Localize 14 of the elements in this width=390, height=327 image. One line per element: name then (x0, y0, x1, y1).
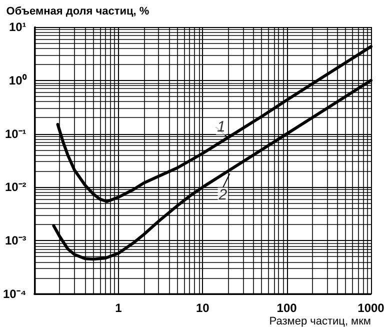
y-tick-label: 10⁻² (4, 180, 26, 194)
y-tick-label: 10⁻³ (4, 234, 26, 248)
annotation: 1 (216, 118, 226, 136)
y-tick-label: 10⁻¹ (4, 126, 26, 141)
y-tick-label: 10⁻⁴ (2, 287, 26, 301)
x-tick-label: 1000 (358, 301, 385, 315)
x-tick-label: 100 (276, 301, 298, 315)
y-axis-title: Объемная доля частиц, % (6, 6, 150, 18)
x-axis-title: Размер частиц, мкм (269, 316, 371, 327)
x-tick-label: 1 (115, 301, 122, 315)
y-tick-label: 10¹ (8, 20, 26, 34)
y-tick-label: 10⁰ (8, 73, 28, 88)
x-tick-label: 10 (196, 301, 210, 315)
annotation: 2 (218, 186, 228, 204)
